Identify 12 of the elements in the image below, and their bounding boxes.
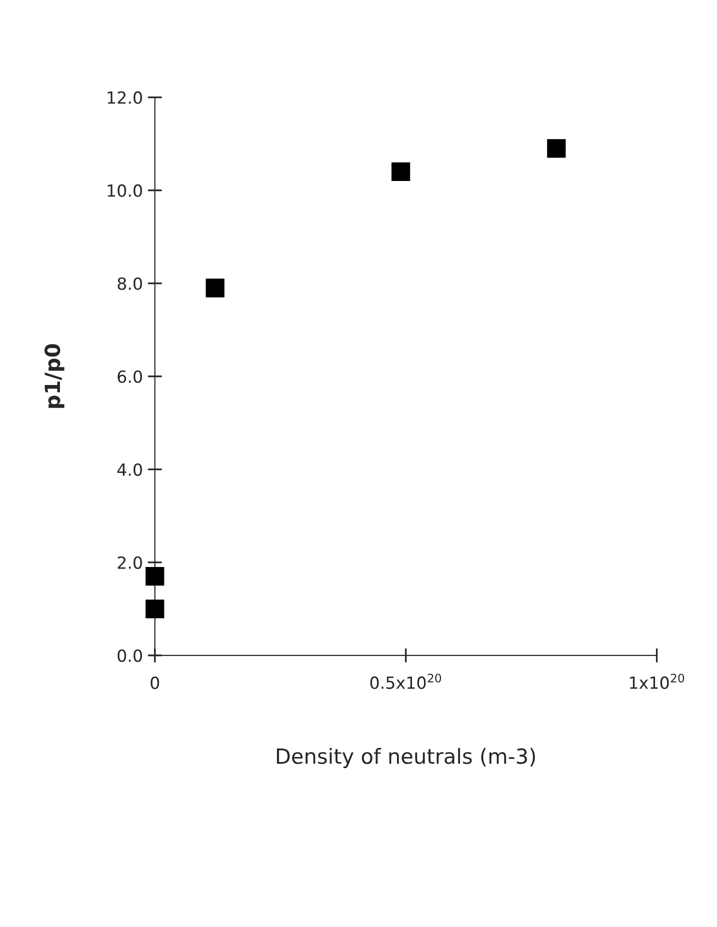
x-tick-label: 0 xyxy=(150,676,160,690)
y-tick-label: 6.0 xyxy=(118,370,142,383)
y-tick-label: 12.0 xyxy=(108,91,142,104)
y-tick-label: 2.0 xyxy=(118,556,142,569)
y-tick-label: 4.0 xyxy=(117,463,142,476)
y-tick-label: 0.0 xyxy=(118,649,142,662)
x-tick-label: 0.5x10$^{20}$ xyxy=(370,674,442,689)
y-tick-label: 10.0 xyxy=(108,184,142,197)
y-tick-label: 8.0 xyxy=(118,277,142,290)
x-axis-title: Density of neutrals (m-3) xyxy=(276,748,535,768)
y-axis-title: p1/p0 xyxy=(44,344,64,408)
x-tick-label: 1x10$^{20}$ xyxy=(630,674,684,689)
